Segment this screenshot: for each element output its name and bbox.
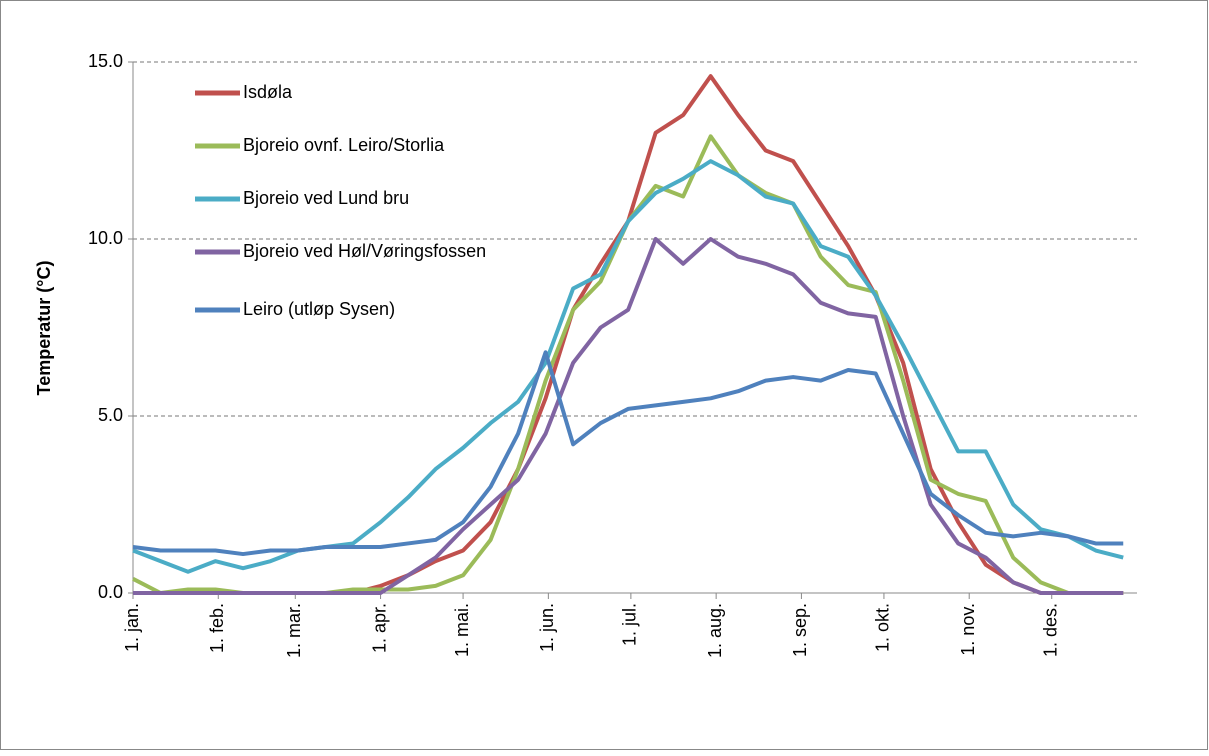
legend-label: Isdøla — [243, 82, 293, 102]
y-tick-label: 15.0 — [88, 51, 123, 71]
x-tick-label: 1. jun. — [537, 603, 557, 652]
y-tick-label: 10.0 — [88, 228, 123, 248]
x-tick-label: 1. mar. — [284, 603, 304, 658]
x-tick-label: 1. des. — [1040, 603, 1060, 657]
legend-label: Leiro (utløp Sysen) — [243, 299, 395, 319]
x-tick-label: 1. jan. — [122, 603, 142, 652]
legend-label: Bjoreio ved Lund bru — [243, 188, 409, 208]
y-axis-label: Temperatur (°C) — [34, 261, 54, 396]
x-tick-label: 1. jul. — [620, 603, 640, 646]
y-tick-label: 5.0 — [98, 405, 123, 425]
x-tick-label: 1. apr. — [369, 603, 389, 653]
x-tick-label: 1. nov. — [958, 603, 978, 656]
y-tick-label: 0.0 — [98, 582, 123, 602]
x-tick-label: 1. okt. — [873, 603, 893, 652]
x-tick-label: 1. sep. — [790, 603, 810, 657]
x-tick-label: 1. feb. — [207, 603, 227, 653]
series-line — [132, 350, 1124, 557]
series-line — [133, 237, 1124, 595]
x-tick-label: 1. mai. — [452, 603, 472, 657]
x-tick-label: 1. aug. — [705, 603, 725, 658]
legend-label: Bjoreio ovnf. Leiro/Storlia — [243, 135, 445, 155]
legend-label: Bjoreio ved Høl/Vøringsfossen — [243, 241, 486, 261]
